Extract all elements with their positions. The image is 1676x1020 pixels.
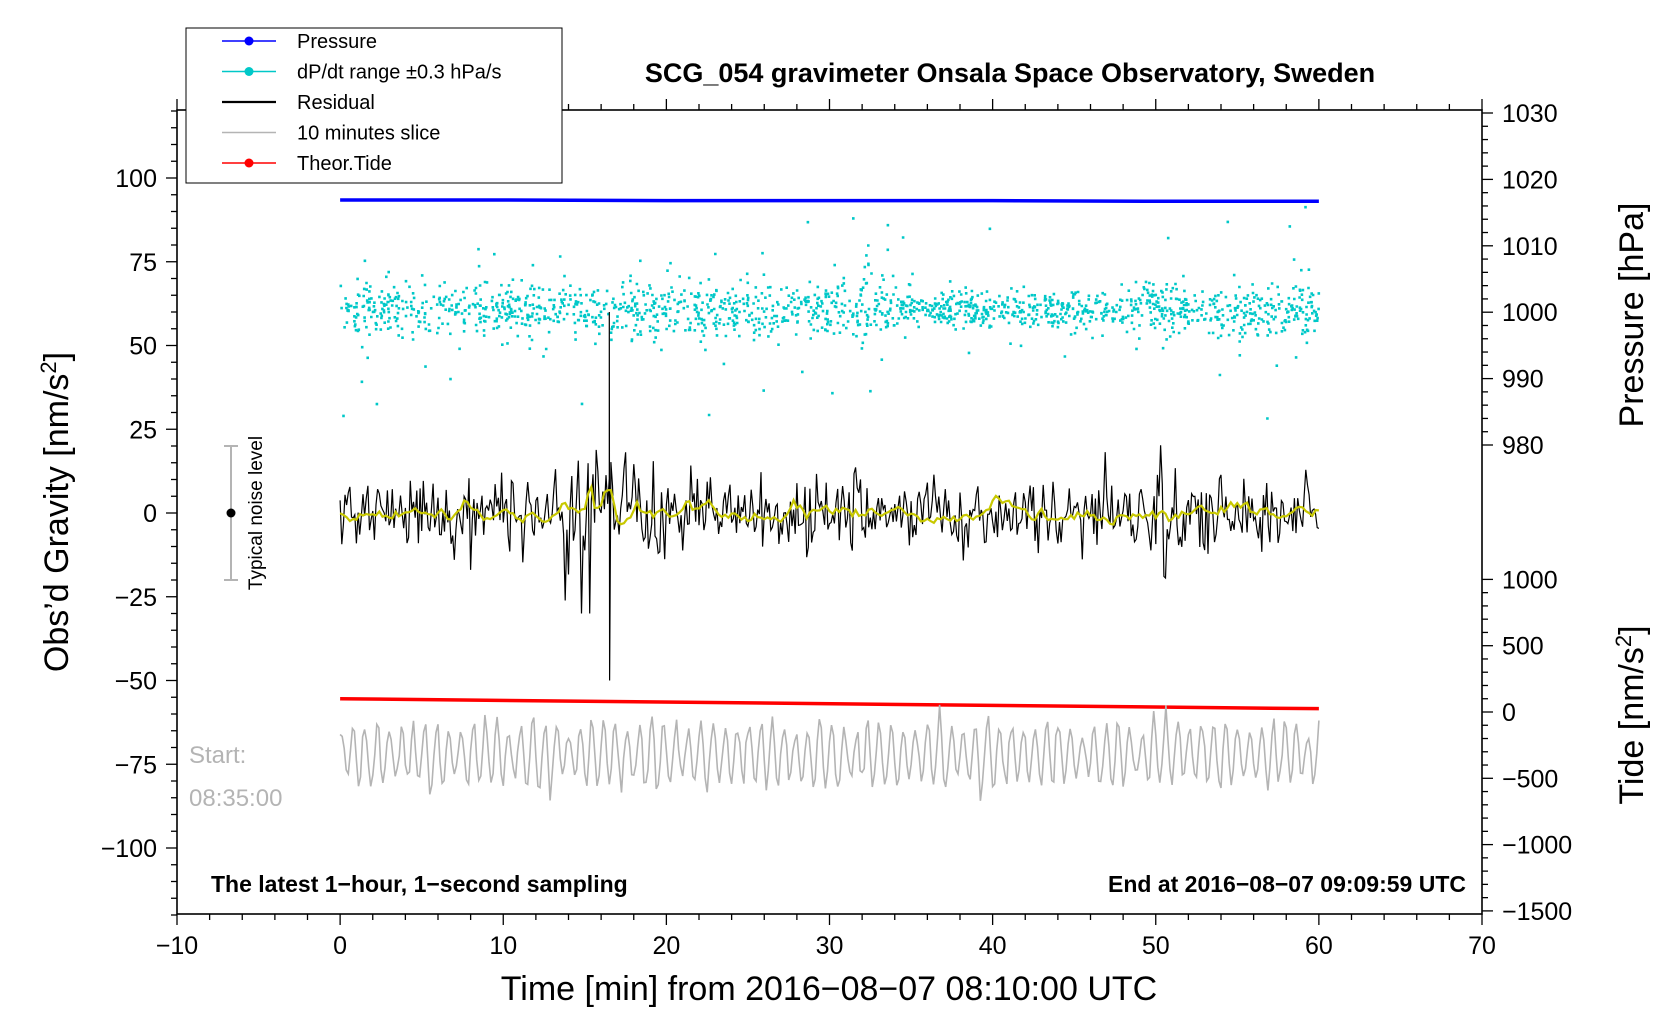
start-time: 08:35:00	[189, 785, 282, 812]
axis-ticks	[166, 99, 1493, 925]
legend-label: 10 minutes slice	[297, 123, 440, 145]
series-pressure-line	[340, 198, 1319, 204]
y-axis-title-pressure: Pressure [hPa]	[1613, 203, 1651, 428]
end-time-note: End at 2016−08−07 09:09:59 UTC	[1108, 871, 1466, 897]
start-label: Start:	[189, 742, 246, 769]
legend-swatch-marker	[244, 67, 254, 76]
x-tick-label: 60	[1305, 932, 1333, 960]
y-tick-label-gravity: 100	[115, 165, 157, 193]
plot-frame	[176, 109, 1483, 915]
y-tick-label-pressure: 1010	[1502, 233, 1558, 261]
y-axis-title-tide: Tide [nm/s2]	[1611, 625, 1651, 804]
legend-label: Theor.Tide	[297, 153, 392, 175]
series-10min-slice-line	[339, 704, 1320, 801]
x-tick-label: 70	[1468, 932, 1496, 960]
noise-center-dot	[226, 508, 236, 518]
legend-label: Pressure	[297, 31, 377, 53]
noise-level-marker: Typical noise level	[224, 436, 267, 590]
plot-data	[339, 198, 1321, 801]
y-axis-title-gravity-main: Obs’d Gravity [nm/s	[38, 374, 76, 673]
y-axis-title-tide-main: Tide [nm/s	[1613, 647, 1651, 804]
y-tick-label-gravity: 0	[143, 500, 157, 528]
legend-swatch-marker	[244, 158, 254, 168]
y-tick-label-tide: 1000	[1502, 566, 1558, 594]
y-tick-label-pressure: 1030	[1502, 100, 1558, 128]
legend-box	[185, 27, 563, 184]
series-dpdt-points	[339, 205, 1321, 420]
x-axis-title: Time [min] from 2016−08−07 08:10:00 UTC	[501, 970, 1157, 1008]
x-tick-label: 30	[816, 932, 844, 960]
y-tick-label-tide: 0	[1502, 699, 1516, 727]
y-tick-label-gravity: −100	[101, 835, 157, 863]
y-tick-label-tide: −500	[1502, 765, 1558, 793]
y-axis-title-gravity-sup: 2	[36, 361, 61, 373]
x-tick-label: 40	[979, 932, 1007, 960]
y-tick-label-tide: −1000	[1502, 832, 1572, 860]
y-tick-label-gravity: −50	[115, 668, 157, 696]
y-tick-label-gravity: 50	[129, 333, 157, 361]
x-tick-label: 0	[333, 932, 347, 960]
x-tick-label: 50	[1142, 932, 1170, 960]
y-axis-title-tide-sup: 2	[1611, 635, 1636, 647]
legend-label: Residual	[297, 92, 375, 114]
legend-swatch-marker	[244, 36, 254, 46]
tick-labels: −10 0 10 20 30 40 50 60 701007550250−25−50−75−10…	[101, 100, 1573, 960]
x-tick-label: 10	[489, 932, 517, 960]
x-tick-label: −10	[156, 932, 198, 960]
y-tick-label-tide: −1500	[1502, 898, 1572, 926]
y-tick-label-gravity: 25	[129, 416, 157, 444]
legend-label: dP/dt range ±0.3 hPa/s	[297, 62, 501, 84]
y-axis-title-gravity-end: ]	[38, 352, 76, 361]
y-tick-label-pressure: 980	[1502, 432, 1544, 460]
y-tick-label-gravity: −75	[115, 751, 157, 779]
y-tick-label-tide: 500	[1502, 633, 1544, 661]
x-tick-label: 20	[652, 932, 680, 960]
sampling-note: The latest 1−hour, 1−second sampling	[211, 871, 628, 897]
y-tick-label-pressure: 990	[1502, 366, 1544, 394]
y-tick-label-pressure: 1020	[1502, 166, 1558, 194]
y-tick-label-pressure: 1000	[1502, 299, 1558, 327]
legend: Pressure dP/dt range ±0.3 hPa/s Residual 10…	[185, 27, 563, 184]
series-tide-line	[340, 696, 1319, 711]
y-axis-title-tide-end: ]	[1613, 625, 1651, 634]
y-tick-label-gravity: −25	[115, 584, 157, 612]
series-residual-line	[339, 311, 1320, 681]
noise-level-label: Typical noise level	[246, 436, 267, 590]
chart-title: SCG_054 gravimeter Onsala Space Observat…	[645, 58, 1375, 88]
y-axis-title-gravity: Obs’d Gravity [nm/s2]	[36, 352, 76, 672]
y-tick-label-gravity: 75	[129, 249, 157, 277]
series-residual-smoothed-line	[339, 483, 1319, 526]
